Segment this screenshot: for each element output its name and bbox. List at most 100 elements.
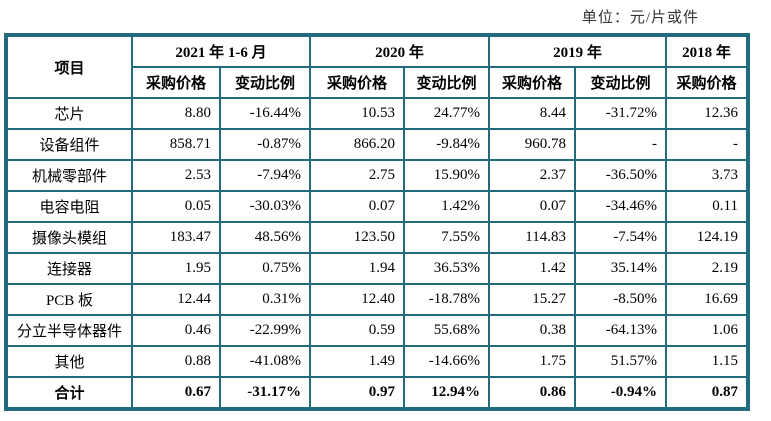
value-cell: 183.47: [131, 221, 221, 254]
item-cell: 分立半导体器件: [5, 314, 133, 347]
value-cell: 124.19: [665, 221, 749, 254]
value-cell: 1.15: [665, 345, 749, 378]
value-cell: 15.90%: [403, 159, 490, 192]
value-cell: 7.55%: [403, 221, 490, 254]
value-cell: -36.50%: [574, 159, 667, 192]
value-cell: 858.71: [131, 128, 221, 161]
table-row: 分立半导体器件 0.46 -22.99% 0.59 55.68% 0.38 -64.13% 1…: [5, 314, 749, 347]
sub-header-cell: 采购价格: [665, 66, 749, 99]
value-cell: -9.84%: [403, 128, 490, 161]
table-body: 芯片 8.80 -16.44% 10.53 24.77% 8.44 -31.72% 12.36…: [5, 97, 749, 410]
value-cell: 8.80: [131, 97, 221, 130]
header-group-row: 项目 2021 年 1-6 月 2020 年 2019 年 2018 年: [5, 34, 749, 99]
value-cell: 35.14%: [574, 252, 667, 285]
value-cell: 1.06: [665, 314, 749, 347]
value-cell: -41.08%: [219, 345, 311, 378]
value-cell: -34.46%: [574, 190, 667, 223]
value-cell: 0.38: [488, 314, 576, 347]
value-cell: 123.50: [309, 221, 405, 254]
value-cell: 0.05: [131, 190, 221, 223]
table-row: 其他 0.88 -41.08% 1.49 -14.66% 1.75 51.57% 1.15: [5, 345, 749, 378]
value-cell: 3.73: [665, 159, 749, 192]
sub-header-cell: 采购价格: [488, 66, 576, 99]
sub-header-cell: 采购价格: [309, 66, 405, 99]
value-cell: -8.50%: [574, 283, 667, 316]
header-group-2020: 2020 年: [309, 34, 490, 68]
value-cell: -: [574, 128, 667, 161]
value-cell: -7.54%: [574, 221, 667, 254]
item-cell: PCB 板: [5, 283, 133, 316]
item-cell: 合计: [5, 376, 133, 410]
value-cell: -14.66%: [403, 345, 490, 378]
value-cell: 0.67: [131, 376, 221, 410]
value-cell: -: [665, 128, 749, 161]
value-cell: 16.69: [665, 283, 749, 316]
unit-label: 单位：元/片或件: [581, 10, 699, 26]
table-row: PCB 板 12.44 0.31% 12.40 -18.78% 15.27 -8.50% 16…: [5, 283, 749, 316]
value-cell: 12.40: [309, 283, 405, 316]
value-cell: 2.37: [488, 159, 576, 192]
value-cell: 1.94: [309, 252, 405, 285]
value-cell: -22.99%: [219, 314, 311, 347]
value-cell: 0.97: [309, 376, 405, 410]
item-cell: 设备组件: [5, 128, 133, 161]
table-row: 电容电阻 0.05 -30.03% 0.07 1.42% 0.07 -34.46% 0.11: [5, 190, 749, 223]
sub-header-cell: 变动比例: [219, 66, 311, 99]
value-cell: 0.07: [309, 190, 405, 223]
table-row: 连接器 1.95 0.75% 1.94 36.53% 1.42 35.14% 2.19: [5, 252, 749, 285]
value-cell: -31.72%: [574, 97, 667, 130]
value-cell: -16.44%: [219, 97, 311, 130]
value-cell: 0.75%: [219, 252, 311, 285]
item-cell: 摄像头模组: [5, 221, 133, 254]
table-row: 芯片 8.80 -16.44% 10.53 24.77% 8.44 -31.72% 12.36: [5, 97, 749, 130]
item-cell: 机械零部件: [5, 159, 133, 192]
total-row: 合计 0.67 -31.17% 0.97 12.94% 0.86 -0.94% 0.87: [5, 376, 749, 410]
table-row: 摄像头模组 183.47 48.56% 123.50 7.55% 114.83 -7.54%…: [5, 221, 749, 254]
value-cell: 48.56%: [219, 221, 311, 254]
value-cell: 10.53: [309, 97, 405, 130]
value-cell: 2.75: [309, 159, 405, 192]
item-cell: 连接器: [5, 252, 133, 285]
value-cell: 55.68%: [403, 314, 490, 347]
table-row: 设备组件 858.71 -0.87% 866.20 -9.84% 960.78- -: [5, 128, 749, 161]
item-cell: 电容电阻: [5, 190, 133, 223]
value-cell: 2.19: [665, 252, 749, 285]
header-group-2018: 2018 年: [665, 34, 749, 68]
value-cell: 36.53%: [403, 252, 490, 285]
value-cell: 24.77%: [403, 97, 490, 130]
value-cell: 0.11: [665, 190, 749, 223]
value-cell: 960.78: [488, 128, 576, 161]
value-cell: -0.94%: [574, 376, 667, 410]
item-cell: 其他: [5, 345, 133, 378]
value-cell: 12.44: [131, 283, 221, 316]
value-cell: -30.03%: [219, 190, 311, 223]
value-cell: 51.57%: [574, 345, 667, 378]
header-group-2021h1: 2021 年 1-6 月: [131, 34, 311, 68]
value-cell: -31.17%: [219, 376, 311, 410]
value-cell: 15.27: [488, 283, 576, 316]
table-header: 项目 2021 年 1-6 月 2020 年 2019 年 2018 年 采购价…: [5, 34, 749, 99]
value-cell: -18.78%: [403, 283, 490, 316]
value-cell: -7.94%: [219, 159, 311, 192]
item-cell: 芯片: [5, 97, 133, 130]
table-row: 机械零部件 2.53 -7.94% 2.75 15.90% 2.37 -36.50% 3.73: [5, 159, 749, 192]
procurement-price-table: 项目 2021 年 1-6 月 2020 年 2019 年 2018 年 采购价…: [4, 33, 750, 411]
value-cell: 0.31%: [219, 283, 311, 316]
header-group-2019: 2019 年: [488, 34, 667, 68]
header-subrow: 采购价格 变动比例 采购价格 变动比例 采购价格 变动比例 采购价格: [6, 66, 749, 99]
value-cell: 1.42%: [403, 190, 490, 223]
value-cell: 1.95: [131, 252, 221, 285]
value-cell: -64.13%: [574, 314, 667, 347]
value-cell: 0.59: [309, 314, 405, 347]
value-cell: 1.42: [488, 252, 576, 285]
value-cell: 0.88: [131, 345, 221, 378]
value-cell: -0.87%: [219, 128, 311, 161]
corner-header-item: 项目: [5, 34, 133, 99]
value-cell: 2.53: [131, 159, 221, 192]
value-cell: 866.20: [309, 128, 405, 161]
sub-header-cell: 变动比例: [574, 66, 667, 99]
value-cell: 12.94%: [403, 376, 490, 410]
value-cell: 0.86: [488, 376, 576, 410]
value-cell: 8.44: [488, 97, 576, 130]
value-cell: 0.46: [131, 314, 221, 347]
